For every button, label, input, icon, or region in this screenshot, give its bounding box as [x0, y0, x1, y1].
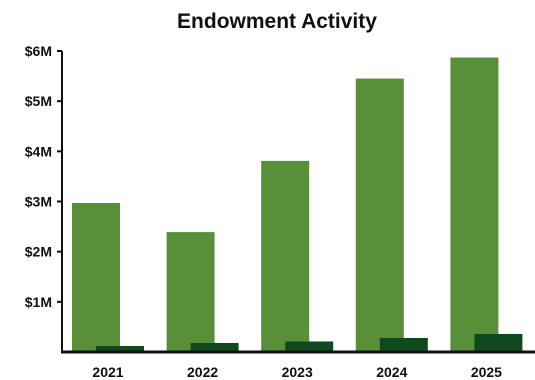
x-tick-label: 2021 [92, 364, 123, 380]
x-tick-label: 2023 [282, 364, 313, 380]
y-tick-label: $2M [25, 244, 52, 260]
x-axis: 2021 2022 2023 2024 2025 [61, 350, 535, 380]
bar-primary [450, 57, 499, 352]
y-tick-label: $4M [25, 143, 52, 159]
bar-secondary [96, 345, 144, 352]
bars [72, 57, 523, 352]
bar-primary [72, 203, 120, 352]
bar-secondary [190, 342, 239, 352]
x-tick-label: 2024 [376, 364, 407, 380]
bar-primary [355, 78, 404, 352]
bar-secondary [474, 333, 523, 352]
chart-title: Endowment Activity [177, 10, 377, 33]
y-axis: $1M $2M $3M $4M $5M $6M [25, 43, 63, 353]
y-tick-label: $6M [25, 43, 52, 59]
bar-secondary [285, 341, 334, 352]
y-tick-label: $1M [25, 294, 52, 310]
y-tick-label: $5M [25, 93, 52, 109]
bar-primary [166, 232, 215, 352]
x-tick-label: 2022 [187, 364, 218, 380]
x-tick-label: 2025 [471, 364, 502, 380]
y-tick-label: $3M [25, 194, 52, 210]
bar-primary [261, 160, 310, 352]
bar-secondary [379, 337, 428, 352]
